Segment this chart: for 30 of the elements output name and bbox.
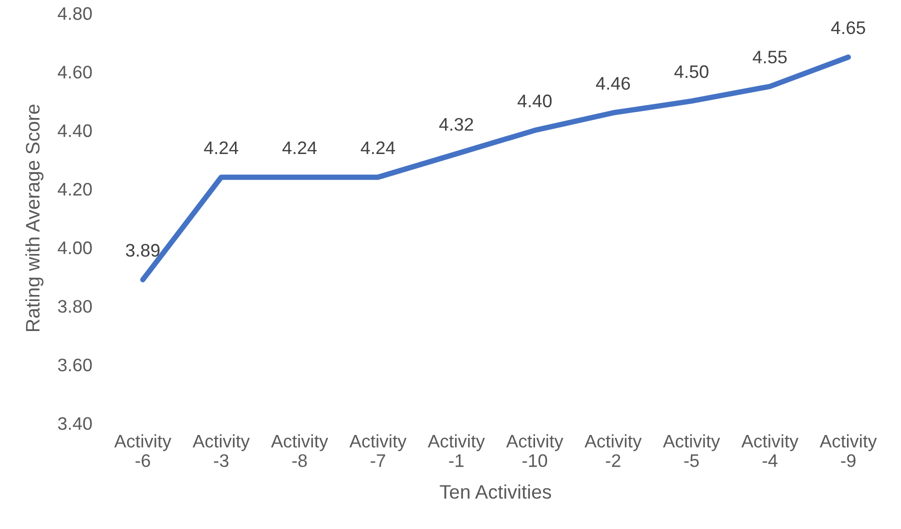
- x-tick-label: Activity -6: [114, 434, 172, 468]
- data-label: 4.50: [674, 65, 708, 78]
- y-tick-label: 4.20: [58, 182, 92, 196]
- data-label: 3.89: [126, 244, 160, 257]
- x-tick-label: Activity -4: [741, 434, 798, 467]
- data-label: 4.65: [831, 21, 866, 34]
- data-label: 4.46: [596, 76, 630, 90]
- x-tick-label: Activity -5: [662, 434, 720, 468]
- data-label: 4.24: [282, 141, 317, 154]
- y-tick-label: 3.80: [58, 300, 92, 313]
- y-tick-label: 4.60: [58, 66, 92, 79]
- x-tick-label: Activity -3: [192, 434, 250, 468]
- x-axis-title: Ten Activities: [440, 484, 552, 499]
- data-label: 4.32: [439, 118, 474, 131]
- x-tick-label: Activity -8: [271, 434, 328, 468]
- y-tick-label: 3.60: [58, 358, 92, 372]
- x-tick-label: Activity -9: [820, 434, 877, 468]
- y-axis-title: Rating with Average Score: [25, 104, 44, 332]
- data-label: 4.24: [360, 141, 396, 154]
- x-tick-label: Activity -10: [506, 434, 564, 468]
- data-label: 4.55: [752, 50, 787, 64]
- data-label: 4.24: [204, 141, 238, 154]
- x-tick-label: Activity -2: [584, 434, 642, 467]
- y-tick-label: 3.40: [58, 417, 92, 430]
- y-tick-label: 4.00: [58, 241, 92, 254]
- y-tick-label: 4.80: [58, 7, 92, 20]
- data-label: 4.40: [518, 94, 552, 108]
- x-tick-label: Activity -7: [349, 434, 407, 467]
- x-tick-label: Activity -1: [428, 434, 485, 467]
- y-tick-label: 4.40: [58, 124, 92, 138]
